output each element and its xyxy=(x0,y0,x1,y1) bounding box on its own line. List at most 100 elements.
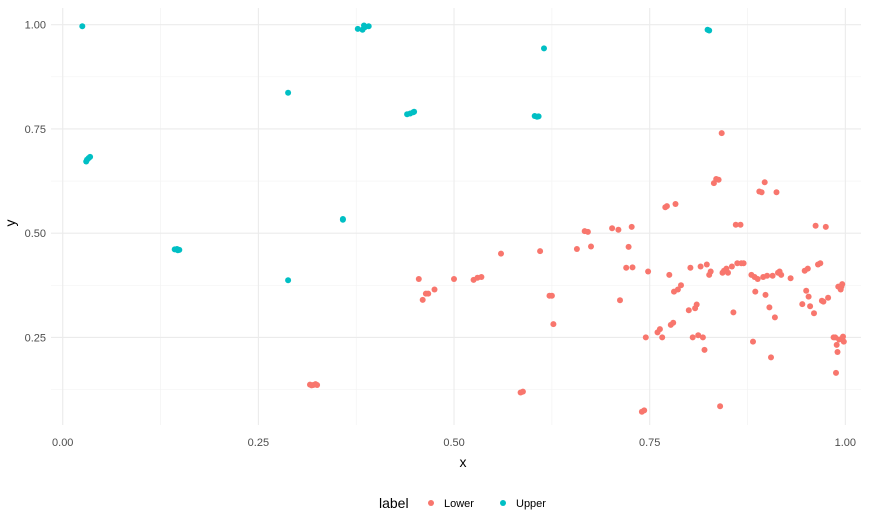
point-lower xyxy=(623,264,630,271)
point-lower xyxy=(659,334,666,341)
point-lower xyxy=(537,248,544,255)
point-lower xyxy=(817,260,824,267)
legend-title: label xyxy=(379,495,409,511)
point-lower xyxy=(498,250,504,257)
point-lower xyxy=(752,288,759,295)
point-lower xyxy=(663,203,670,210)
point-upper xyxy=(339,216,346,223)
point-lower xyxy=(840,333,846,340)
point-lower xyxy=(693,301,700,308)
point-lower xyxy=(645,268,652,275)
point-lower xyxy=(478,274,485,280)
point-lower xyxy=(670,319,677,326)
legend-label-upper: Upper xyxy=(516,498,546,510)
point-lower xyxy=(678,282,684,289)
point-lower xyxy=(548,292,555,299)
point-lower xyxy=(764,272,771,279)
point-lower xyxy=(771,314,778,321)
point-lower xyxy=(573,246,580,252)
y-tick-label: 0.50 xyxy=(25,228,46,240)
point-lower xyxy=(697,263,704,270)
point-lower xyxy=(834,349,841,355)
point-lower xyxy=(769,272,776,279)
point-lower xyxy=(766,304,773,311)
point-lower xyxy=(641,407,648,414)
x-tick-label: 0.00 xyxy=(52,437,73,449)
point-lower xyxy=(820,298,827,305)
point-lower xyxy=(715,176,722,183)
point-lower xyxy=(840,338,847,345)
legend-key-lower xyxy=(428,500,434,506)
point-lower xyxy=(699,334,706,341)
y-tick-label: 0.75 xyxy=(25,124,46,136)
x-tick-label: 0.25 xyxy=(248,437,269,449)
legend: label Lower Upper xyxy=(379,495,546,511)
point-lower xyxy=(672,201,679,207)
point-lower xyxy=(799,301,806,308)
point-lower xyxy=(811,310,817,317)
point-lower xyxy=(617,297,623,304)
point-lower xyxy=(730,309,737,316)
point-lower xyxy=(656,326,663,333)
point-upper xyxy=(706,27,713,34)
point-lower xyxy=(822,223,829,230)
point-lower xyxy=(584,228,591,235)
point-lower xyxy=(703,261,710,268)
point-lower xyxy=(833,369,839,376)
data-points xyxy=(79,22,847,415)
point-upper xyxy=(365,23,372,30)
point-lower xyxy=(718,130,725,137)
point-lower xyxy=(825,294,832,301)
point-lower xyxy=(807,303,814,310)
y-tick-label: 0.25 xyxy=(25,332,46,344)
point-lower xyxy=(761,179,768,186)
point-lower xyxy=(740,260,747,267)
point-lower xyxy=(804,265,811,272)
point-lower xyxy=(778,271,785,278)
y-axis-title: y xyxy=(2,220,18,227)
major-gridlines xyxy=(51,8,861,425)
point-lower xyxy=(725,269,731,276)
point-lower xyxy=(695,332,702,339)
point-lower xyxy=(625,243,632,250)
point-upper xyxy=(535,113,542,120)
minor-gridlines xyxy=(51,8,861,425)
point-lower xyxy=(839,281,846,288)
point-lower xyxy=(737,221,744,228)
point-lower xyxy=(674,286,681,293)
x-tick-label: 0.75 xyxy=(639,437,660,449)
point-lower xyxy=(768,354,774,361)
y-tick-label: 1.00 xyxy=(25,20,46,32)
point-upper xyxy=(411,108,418,115)
point-lower xyxy=(451,276,457,282)
point-upper xyxy=(79,23,86,30)
point-upper xyxy=(285,89,292,96)
y-axis-tick-labels: 0.25 0.50 0.75 1.00 xyxy=(25,20,46,345)
point-lower xyxy=(833,341,840,348)
point-upper xyxy=(354,25,361,32)
point-lower xyxy=(773,189,780,196)
point-upper xyxy=(285,277,292,284)
point-lower xyxy=(415,276,422,282)
legend-key-upper xyxy=(500,500,506,506)
point-lower xyxy=(717,403,724,410)
point-lower xyxy=(689,334,696,341)
point-lower xyxy=(685,307,692,314)
point-lower xyxy=(728,263,735,270)
point-upper xyxy=(174,247,181,254)
point-lower xyxy=(758,189,765,196)
point-lower xyxy=(732,221,739,228)
point-lower xyxy=(642,334,649,341)
point-lower xyxy=(314,382,321,388)
point-lower xyxy=(550,321,557,328)
point-lower xyxy=(308,382,315,389)
point-upper xyxy=(83,158,90,165)
point-lower xyxy=(431,286,438,293)
point-lower xyxy=(519,388,526,395)
point-lower xyxy=(687,264,694,271)
point-lower xyxy=(588,243,594,250)
point-lower xyxy=(628,223,635,230)
point-lower xyxy=(754,276,761,282)
